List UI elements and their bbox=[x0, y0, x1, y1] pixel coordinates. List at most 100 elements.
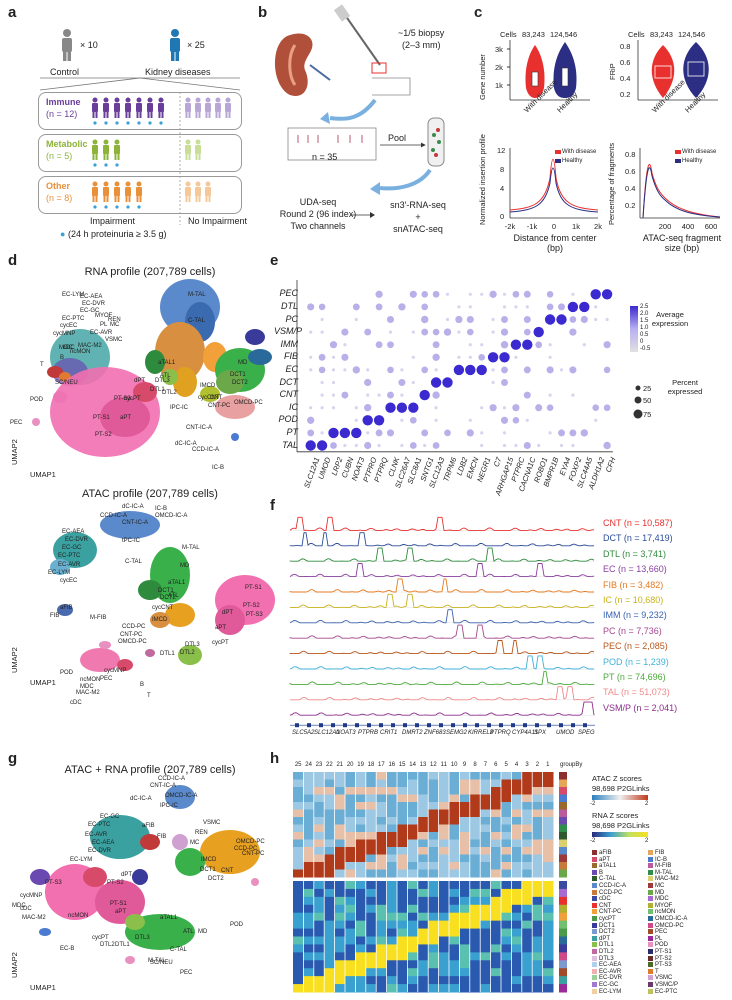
atac-heat-cell bbox=[459, 794, 471, 803]
rna-heat-cell bbox=[490, 888, 502, 898]
dotplot-row-label: EC bbox=[285, 363, 298, 374]
impairment-label: Impairment bbox=[90, 216, 136, 226]
legend-swatch bbox=[592, 869, 597, 875]
dot-mark bbox=[362, 415, 373, 426]
atac-heat-cell bbox=[386, 832, 398, 840]
cluster-label: DCT2 bbox=[208, 876, 224, 882]
atac-heat-cell bbox=[365, 862, 377, 870]
cluster-number: 12 bbox=[430, 762, 437, 768]
legend-swatch bbox=[592, 916, 597, 921]
atac-heat-cell bbox=[334, 847, 346, 855]
atac-heat-cell bbox=[313, 832, 325, 840]
track-gene-label: SPX bbox=[534, 730, 547, 737]
legend-label: VSMC/P bbox=[655, 982, 679, 989]
rna-heat-cell bbox=[480, 944, 492, 953]
rna-heat-cell bbox=[324, 984, 336, 993]
atac-heat-cell bbox=[532, 787, 544, 795]
atac-heat-cell bbox=[334, 809, 346, 818]
dot-mark bbox=[432, 353, 440, 361]
legend-label: DCT1 bbox=[599, 922, 615, 929]
atac-heat-cell bbox=[449, 802, 460, 810]
rna-heat-cell bbox=[365, 920, 377, 930]
rna-heat-cell bbox=[355, 904, 367, 914]
rna-heat-cell bbox=[324, 920, 336, 930]
rna-heat-cell bbox=[542, 928, 554, 937]
rna-heat-cell bbox=[355, 968, 367, 977]
atac-heat-cell bbox=[376, 869, 388, 878]
atac-heat-cell bbox=[490, 802, 502, 810]
atac-heat-cell bbox=[313, 802, 325, 810]
atac-heat-cell bbox=[521, 869, 533, 878]
ins-xtick-m2k: -2k bbox=[504, 222, 516, 231]
pct-tick-75: 75 bbox=[643, 410, 652, 419]
person-icon bbox=[114, 181, 120, 202]
person-icon bbox=[185, 97, 191, 118]
dot-mark bbox=[514, 355, 518, 359]
disease-count: × 25 bbox=[187, 40, 205, 50]
dot-mark bbox=[387, 366, 394, 374]
rna-heat-cell bbox=[386, 888, 398, 898]
insertion-profile-plot bbox=[509, 148, 599, 219]
atac-heat-cell bbox=[303, 802, 315, 810]
legend-swatch bbox=[648, 955, 653, 961]
person-icon bbox=[147, 97, 153, 118]
rna-heat-cell bbox=[293, 920, 304, 930]
atac-heat-cell bbox=[303, 839, 315, 848]
atac-heat-cell bbox=[313, 869, 325, 878]
legend-label: T bbox=[655, 968, 659, 975]
cluster-label: cycMNP bbox=[104, 668, 127, 674]
cluster-label: cycEC bbox=[60, 323, 78, 329]
dot-mark bbox=[523, 391, 531, 399]
atac-heat-cell bbox=[490, 862, 502, 870]
dot-mark bbox=[480, 406, 484, 410]
rna-heat-cell bbox=[438, 928, 450, 937]
dot-mark bbox=[491, 368, 495, 372]
rna-heat-cell bbox=[459, 976, 471, 985]
rna-heat-cell bbox=[293, 881, 304, 890]
rna-heat-cell bbox=[459, 896, 471, 906]
cluster-label: VSMC bbox=[105, 337, 123, 343]
person-icon bbox=[225, 97, 231, 118]
rna-heat-cell bbox=[365, 912, 377, 922]
rna-heat-cell bbox=[438, 984, 450, 993]
atac-heat-cell bbox=[428, 772, 440, 780]
atac-heat-cell bbox=[490, 772, 502, 780]
atac-umap-title: ATAC profile (207,789 cells) bbox=[82, 488, 218, 500]
dot-mark bbox=[480, 292, 484, 296]
dot-mark bbox=[398, 303, 406, 311]
group-bar-cell bbox=[559, 944, 567, 953]
atac-heat-cell bbox=[397, 817, 408, 825]
rna-heat-cell bbox=[324, 888, 336, 898]
control-count: × 10 bbox=[80, 40, 98, 50]
atac-heat-cell bbox=[334, 794, 346, 803]
dot-mark bbox=[491, 317, 495, 322]
rna-heat-cell bbox=[313, 920, 325, 930]
dot-mark bbox=[400, 418, 404, 422]
atac-heat-cell bbox=[345, 817, 356, 825]
atac-z-colorbar bbox=[592, 795, 648, 800]
legend-item: M-FIB bbox=[648, 863, 671, 869]
cluster-label: aTAL1 bbox=[168, 580, 186, 586]
frip-tick-08: 0.8 bbox=[620, 42, 631, 51]
legend-swatch bbox=[592, 876, 597, 882]
dot-mark bbox=[502, 443, 507, 448]
legend-swatch bbox=[592, 896, 597, 902]
group-bar-cell bbox=[559, 862, 567, 870]
atac-heat-cell bbox=[324, 869, 336, 878]
rna-heat-cell bbox=[397, 904, 408, 914]
rna-heat-cell bbox=[428, 928, 440, 937]
rna-heat-cell bbox=[386, 952, 398, 961]
rna-heat-cell bbox=[438, 888, 450, 898]
legend-item: OMCD-IC-A bbox=[648, 916, 687, 922]
dot-mark bbox=[514, 443, 518, 448]
legend-label: EC-GC bbox=[599, 982, 619, 989]
cluster-label: EC-B bbox=[60, 946, 75, 952]
dot-mark bbox=[605, 317, 609, 322]
rna-heat-cell bbox=[313, 928, 325, 937]
legend-item: MAC-M2 bbox=[648, 876, 679, 882]
rna-heat-cell bbox=[532, 920, 544, 930]
cluster-number: 18 bbox=[367, 762, 375, 768]
droplet-icon bbox=[104, 121, 108, 125]
proteinuria-note: ● (24 h proteinuria ≥ 3.5 g) bbox=[60, 229, 166, 239]
avg-expression-tick: -0.5 bbox=[640, 346, 651, 352]
